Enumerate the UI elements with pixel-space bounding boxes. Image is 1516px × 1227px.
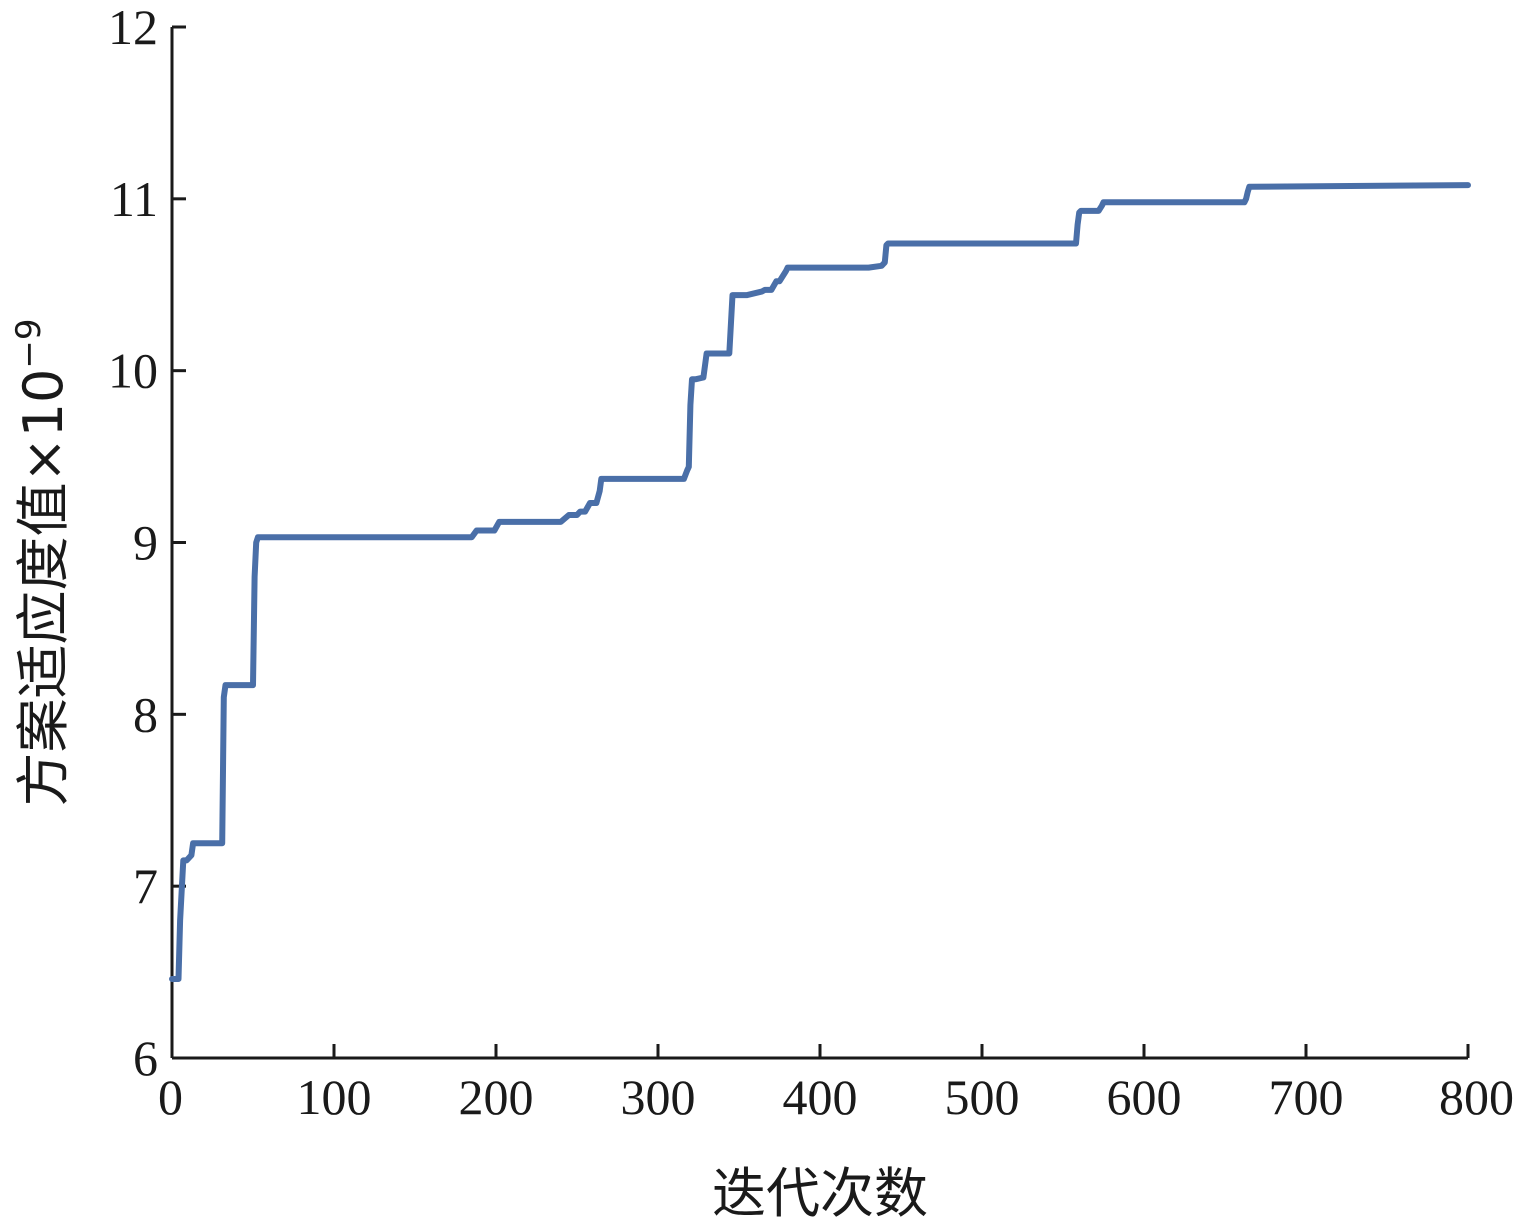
x-tick-label: 0 bbox=[158, 1069, 183, 1125]
series-line-0 bbox=[169, 182, 1471, 982]
x-tick-label: 800 bbox=[1439, 1069, 1514, 1125]
y-tick-label: 11 bbox=[110, 171, 158, 227]
x-tick-label: 300 bbox=[621, 1069, 696, 1125]
x-tick-label: 400 bbox=[783, 1069, 858, 1125]
x-axis-title: 迭代次数 bbox=[712, 1162, 928, 1225]
y-tick-label: 10 bbox=[108, 343, 158, 399]
y-tick-label: 12 bbox=[108, 0, 158, 55]
ticks: 0 100 200 300 400 500 600 700 800 6 7 8 9 10 11 12 bbox=[108, 0, 1514, 1125]
y-axis-title-text: 方案适应度值×10 bbox=[12, 369, 75, 807]
series-layer bbox=[169, 182, 1471, 982]
x-tick-label: 700 bbox=[1269, 1069, 1344, 1125]
x-tick-label: 600 bbox=[1107, 1069, 1182, 1125]
x-tick-label: 100 bbox=[297, 1069, 372, 1125]
x-tick-label: 500 bbox=[945, 1069, 1020, 1125]
y-tick-label: 7 bbox=[133, 858, 158, 914]
y-axis-title: 方案适应度值×10−9 bbox=[9, 318, 75, 806]
axes bbox=[170, 27, 1468, 1060]
y-tick-label: 6 bbox=[133, 1030, 158, 1086]
y-tick-label: 9 bbox=[133, 515, 158, 571]
y-tick-label: 8 bbox=[133, 686, 158, 742]
y-axis-title-exponent: −9 bbox=[9, 318, 49, 368]
x-tick-label: 200 bbox=[459, 1069, 534, 1125]
